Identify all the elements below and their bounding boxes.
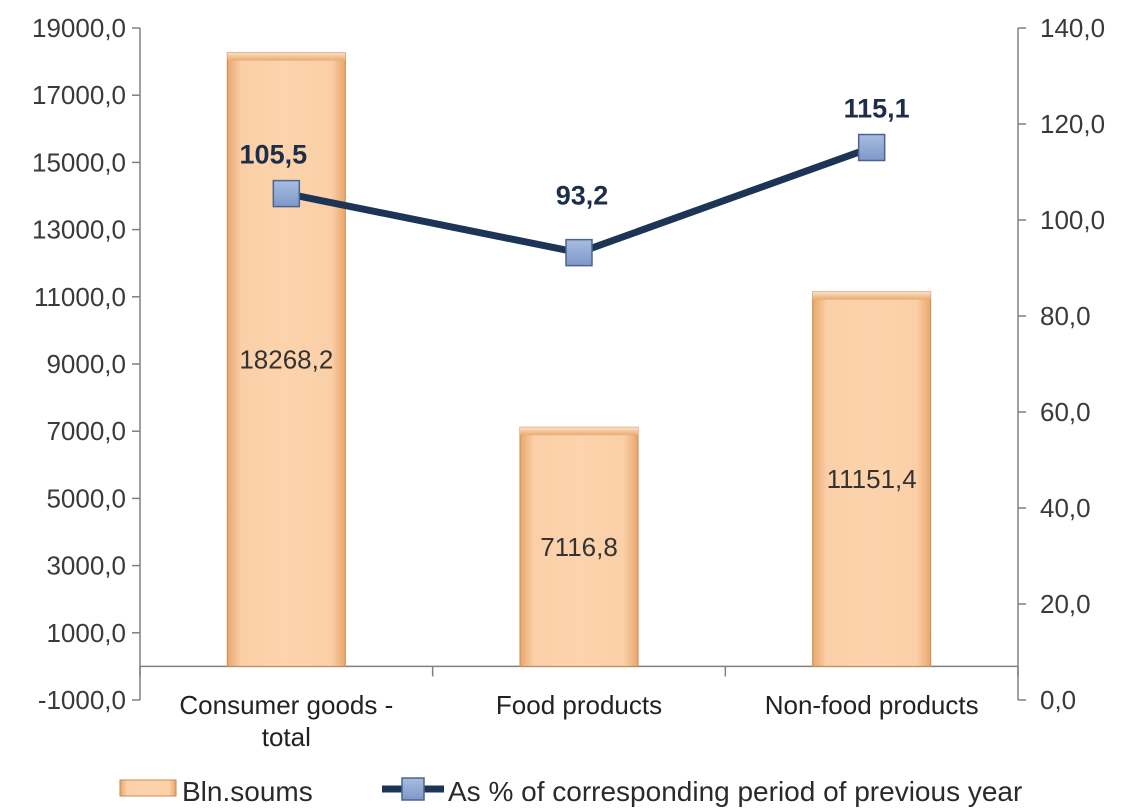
right-axis: 0,0 20,0 40,0 60,0 80,0 100,0 120,0 140,0: [1017, 13, 1105, 715]
legend-item-bars: Bln.soums: [119, 776, 313, 807]
category-label-line: Non-food products: [765, 690, 979, 720]
bar-value-label: 18268,2: [239, 344, 333, 374]
bar-group: 11151,4: [812, 291, 932, 667]
line-value-label: 93,2: [556, 181, 609, 211]
bar-group: 18268,2: [226, 52, 346, 667]
x-axis: Consumer goods -total Food products Non-fo…: [139, 665, 1019, 752]
bar: [519, 426, 639, 667]
left-tick-label: -1000,0: [38, 685, 126, 715]
bar-series: 18268,2 7116,8 11151,4: [226, 52, 932, 667]
legend-label-bars: Bln.soums: [182, 776, 313, 807]
bar-value-label: 11151,4: [827, 464, 917, 494]
category-label: Consumer goods -total: [179, 690, 393, 752]
legend-swatch-bars: [119, 779, 177, 797]
left-axis: -1000,0 1000,0 3000,0 5000,0 7000,0 9000,0 110…: [32, 13, 141, 715]
left-tick-label: 15000,0: [32, 147, 126, 177]
right-tick-label: 0,0: [1040, 685, 1076, 715]
left-tick-label: 19000,0: [32, 13, 126, 43]
line-marker: [857, 133, 886, 162]
line-marker: [565, 238, 593, 267]
bar: [226, 52, 346, 667]
legend-label-line: As % of corresponding period of previous…: [448, 776, 1022, 807]
line-series: 105,5 93,2 115,1: [240, 94, 910, 267]
left-tick-label: 17000,0: [32, 80, 126, 110]
left-tick-label: 9000,0: [46, 349, 126, 379]
legend: Bln.soums As % of corresponding period o…: [119, 776, 1022, 807]
right-tick-label: 100,0: [1040, 205, 1105, 235]
right-tick-label: 60,0: [1040, 397, 1091, 427]
category-label-line: total: [262, 722, 311, 752]
bar-top-bevel: [520, 427, 638, 436]
right-tick-label: 140,0: [1040, 13, 1105, 43]
bar-top-bevel: [227, 52, 346, 61]
category-label-line: Food products: [496, 690, 662, 720]
line-value-label: 115,1: [844, 94, 910, 124]
left-tick-label: 3000,0: [46, 551, 126, 581]
line-marker: [272, 179, 301, 208]
left-tick-label: 7000,0: [46, 416, 126, 446]
left-tick-label: 13000,0: [32, 215, 126, 245]
left-tick-label: 11000,0: [34, 282, 126, 312]
category-label-line: Consumer goods -: [179, 690, 393, 720]
bar: [812, 291, 932, 667]
bar-top-bevel: [812, 291, 931, 300]
category-label: Food products: [496, 690, 662, 720]
left-tick-label: 5000,0: [46, 483, 126, 513]
line-value-label: 105,5: [240, 140, 308, 170]
bar-group: 7116,8: [519, 426, 639, 667]
legend-item-line: As % of corresponding period of previous…: [382, 776, 1022, 807]
right-tick-label: 120,0: [1040, 109, 1105, 139]
bar-value-label: 7116,8: [540, 532, 618, 562]
right-tick-label: 40,0: [1040, 493, 1091, 523]
category-label: Non-food products: [765, 690, 979, 720]
left-tick-label: 1000,0: [46, 618, 126, 648]
legend-marker-line: [401, 777, 425, 801]
right-tick-label: 80,0: [1040, 301, 1091, 331]
right-tick-label: 20,0: [1040, 589, 1091, 619]
